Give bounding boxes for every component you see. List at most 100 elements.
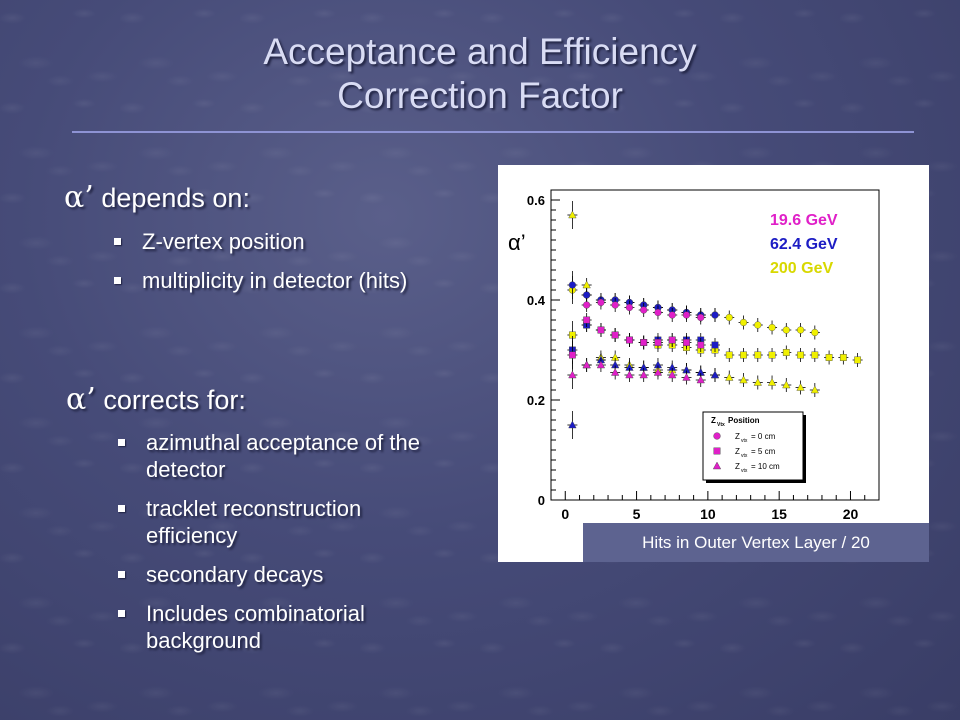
data-point (625, 370, 634, 379)
alpha-prime-symbol: α’ (64, 180, 94, 215)
data-point (854, 356, 862, 364)
data-point (697, 313, 705, 322)
y-tick-label: 0.4 (527, 293, 546, 308)
bullet-square-icon (118, 571, 125, 578)
data-point (611, 331, 619, 339)
depends-bullet-list: Z-vertex position multiplicity in detect… (114, 228, 444, 306)
data-point (811, 328, 819, 337)
data-point (640, 306, 648, 314)
title-divider (72, 131, 914, 133)
data-point (682, 311, 691, 319)
data-point (668, 336, 676, 344)
legend-entry-sub: vtx (741, 453, 748, 459)
legend-entry-sub: vtx (741, 468, 748, 474)
list-item: Includes combinatorial background (118, 600, 448, 654)
legend-entry-sub: vtx (741, 438, 748, 444)
bullet-square-icon (118, 610, 125, 617)
data-point (796, 383, 805, 391)
bullet-text: Includes combinatorial background (146, 601, 365, 653)
bullet-square-icon (118, 439, 125, 446)
data-point (682, 373, 691, 381)
data-point (739, 318, 748, 327)
data-point (583, 301, 591, 309)
data-point (668, 311, 676, 319)
data-point (568, 420, 577, 429)
bullet-square-icon (118, 505, 125, 512)
data-point (568, 351, 576, 359)
legend-title-rest: Position (728, 416, 760, 425)
data-point (711, 341, 719, 349)
legend-marker (712, 461, 722, 470)
data-point (640, 339, 648, 346)
data-point (753, 378, 762, 386)
legend-title: Z (711, 416, 716, 425)
data-point (668, 370, 677, 379)
bullet-text: multiplicity in detector (hits) (142, 268, 408, 293)
data-point (626, 336, 633, 344)
data-point (653, 368, 663, 376)
data-point (583, 291, 591, 299)
y-tick-label: 0.6 (527, 193, 545, 208)
slide-title: Acceptance and Efficiency Correction Fac… (0, 30, 960, 118)
y-tick-label: 0.2 (527, 393, 545, 408)
data-point (583, 316, 591, 324)
energy-label: 19.6 GeV (770, 212, 838, 229)
section-depends-heading: α’ depends on: (64, 180, 250, 215)
legend-entry-label: Z (735, 432, 740, 441)
x-tick-label: 5 (633, 506, 641, 522)
data-point (782, 380, 791, 389)
legend-entry-rest: = 10 cm (751, 462, 780, 471)
data-point (568, 210, 577, 219)
data-point (825, 354, 833, 361)
x-tick-label: 15 (771, 506, 787, 522)
data-point (697, 341, 705, 349)
bullet-text: secondary decays (146, 562, 324, 587)
section-depends-heading-text: depends on: (101, 183, 250, 213)
data-point (683, 339, 690, 346)
data-point (611, 301, 619, 309)
data-point (740, 351, 747, 359)
data-point (739, 375, 748, 384)
data-point (754, 321, 762, 329)
x-tick-label: 10 (700, 506, 716, 522)
x-tick-label: 0 (561, 506, 569, 522)
data-point (597, 298, 605, 307)
data-point (797, 351, 804, 359)
data-point (696, 375, 705, 384)
list-item: tracklet reconstruction efficiency (118, 495, 448, 549)
data-point (568, 281, 576, 289)
y-axis-label: α’ (508, 230, 526, 255)
data-point (782, 349, 790, 356)
data-point (711, 311, 719, 319)
data-point (654, 308, 662, 317)
list-item: secondary decays (118, 561, 448, 588)
section-corrects-heading: α’ corrects for: (66, 382, 246, 417)
bullet-square-icon (114, 238, 121, 245)
data-point (568, 370, 577, 379)
legend-title-sub: Vtx (717, 422, 725, 428)
data-point (725, 373, 734, 381)
data-point (754, 351, 762, 359)
data-point (768, 351, 776, 359)
energy-label: 62.4 GeV (770, 236, 838, 253)
plot-frame (550, 189, 880, 501)
data-point (782, 326, 790, 334)
data-point (710, 370, 720, 379)
alpha-prime-symbol: α’ (66, 382, 96, 417)
corrects-bullet-list: azimuthal acceptance of the detector tra… (118, 429, 448, 666)
legend-entry-label: Z (735, 462, 740, 471)
legend-entry-rest: = 0 cm (751, 432, 776, 441)
data-point (811, 351, 819, 359)
plot-panel: 0 0.2 0.4 0.6 0 5 10 15 20 α’ 19.6 GeV 62.4 GeV 200 … (498, 165, 929, 562)
section-corrects-heading-text: corrects for: (103, 385, 246, 415)
data-point (582, 360, 591, 369)
list-item: azimuthal acceptance of the detector (118, 429, 448, 483)
title-line-2: Correction Factor (337, 75, 623, 116)
data-point (768, 323, 776, 332)
list-item: Z-vertex position (114, 228, 444, 255)
legend-entry-rest: = 5 cm (751, 447, 776, 456)
legend-marker (713, 447, 721, 455)
x-tick-label: 20 (843, 506, 859, 522)
data-point (839, 354, 847, 361)
alpha-prime-scatter-chart: 0 0.2 0.4 0.6 0 5 10 15 20 α’ 19.6 GeV 62.4 GeV 200 … (508, 189, 880, 522)
